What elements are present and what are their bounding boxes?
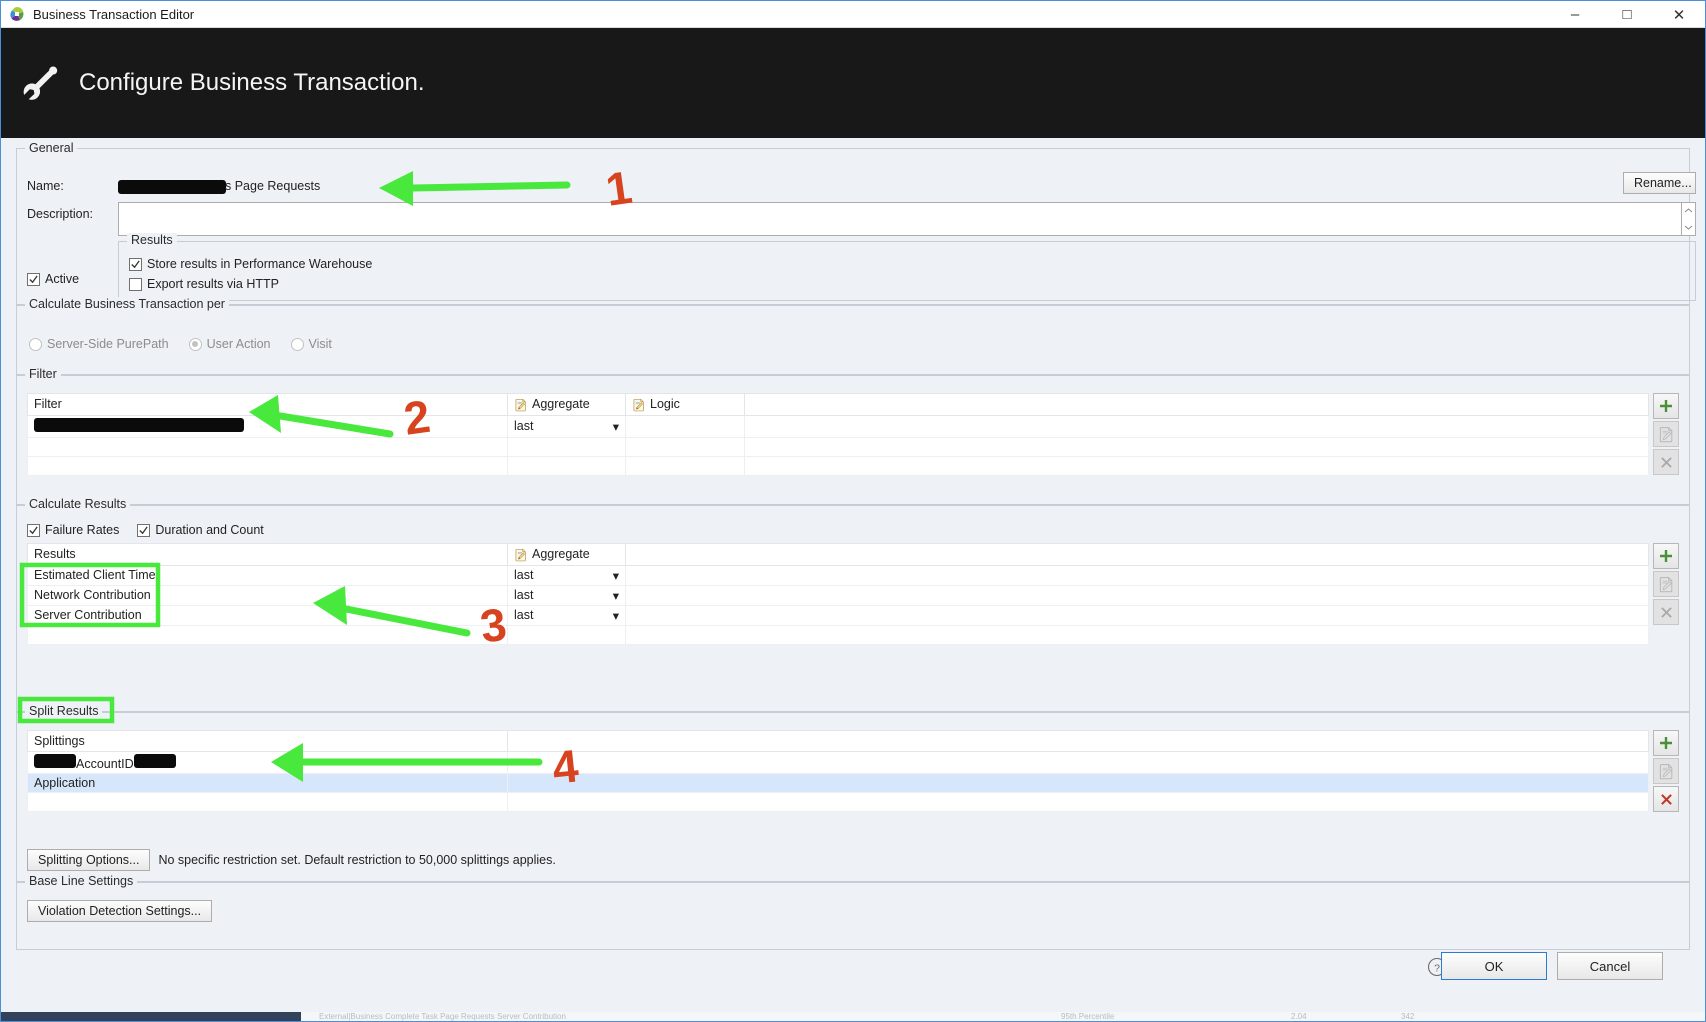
svg-text:?: ? [1434, 963, 1440, 975]
